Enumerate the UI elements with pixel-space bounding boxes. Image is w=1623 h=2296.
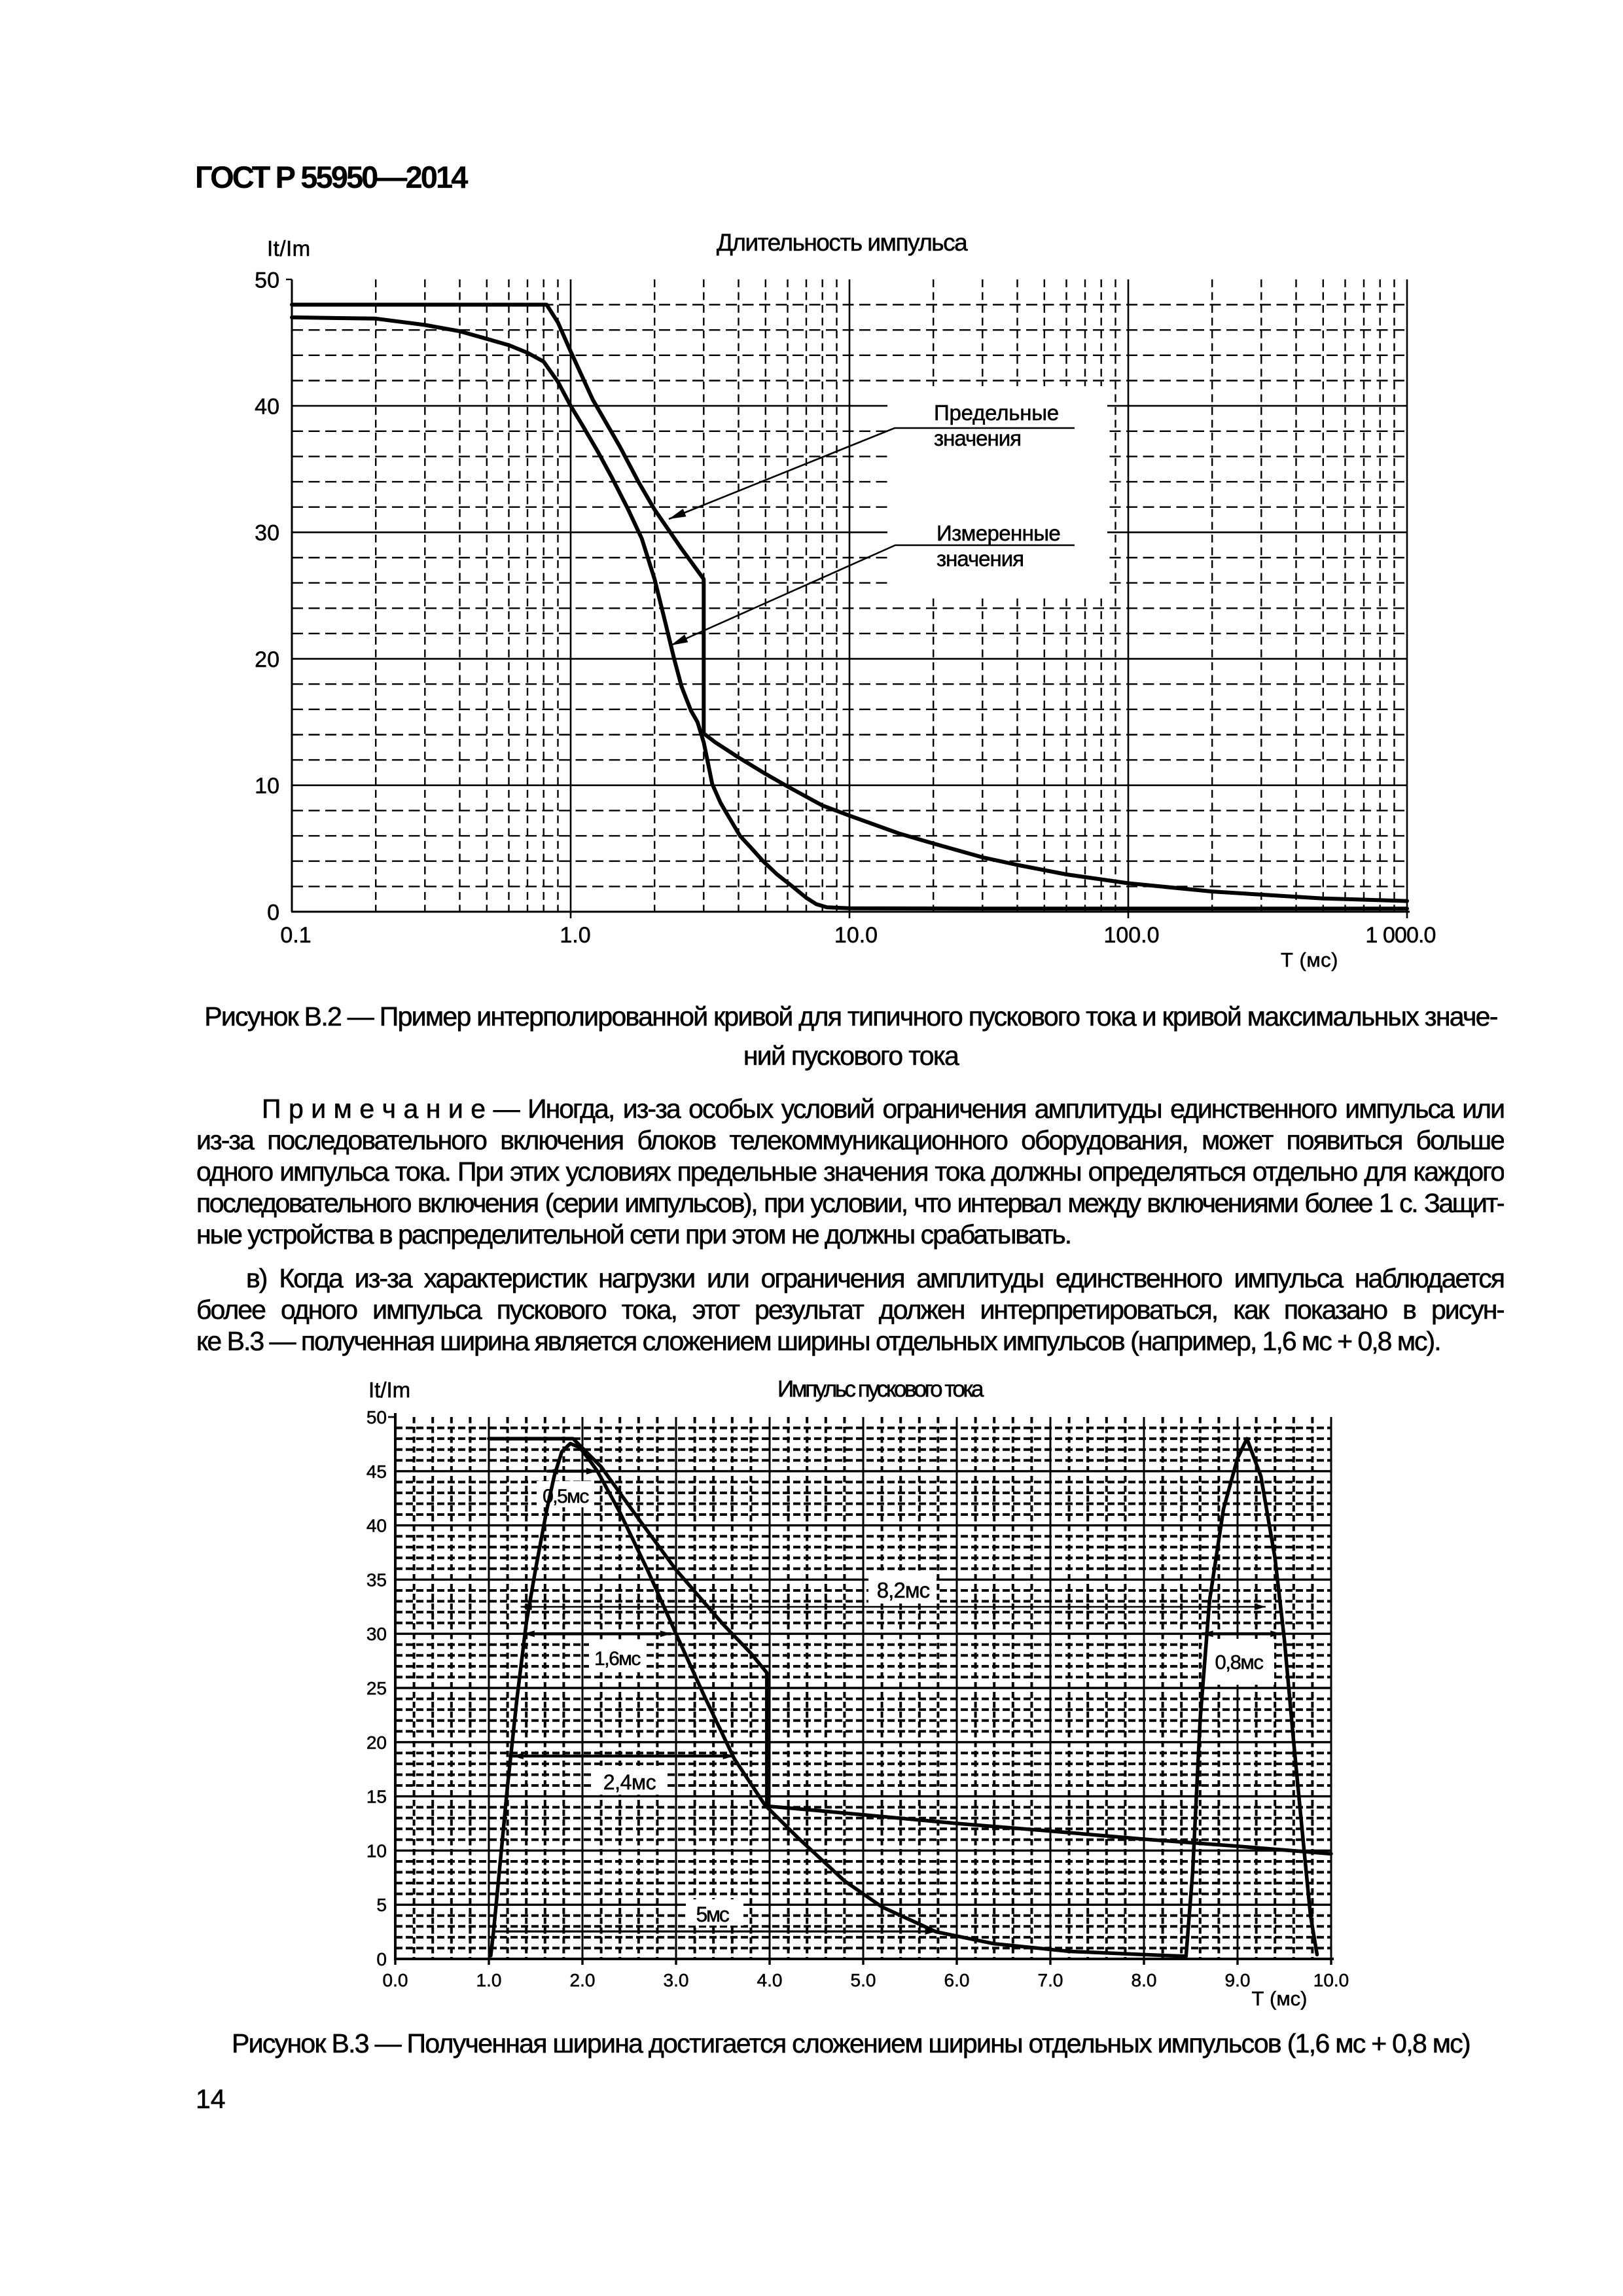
- svg-text:50: 50: [366, 1407, 387, 1427]
- svg-text:1.0: 1.0: [560, 923, 590, 948]
- svg-text:20: 20: [255, 647, 279, 672]
- svg-text:значения: значения: [934, 426, 1021, 450]
- svg-text:10.0: 10.0: [1313, 1970, 1349, 1990]
- svg-text:15: 15: [366, 1787, 387, 1807]
- svg-text:8.0: 8.0: [1132, 1970, 1157, 1990]
- svg-text:значения: значения: [936, 547, 1024, 571]
- svg-text:25: 25: [366, 1678, 387, 1698]
- svg-text:40: 40: [255, 395, 279, 420]
- svg-text:3.0: 3.0: [664, 1970, 689, 1990]
- svg-text:45: 45: [366, 1462, 387, 1482]
- svg-text:8,2мс: 8,2мс: [877, 1578, 930, 1602]
- svg-text:35: 35: [366, 1570, 387, 1590]
- svg-text:0.1: 0.1: [280, 923, 311, 948]
- svg-text:It/Im: It/Im: [267, 236, 311, 260]
- svg-text:5мс: 5мс: [696, 1903, 730, 1926]
- svg-text:0,8мс: 0,8мс: [1215, 1651, 1264, 1674]
- svg-text:0: 0: [376, 1949, 387, 1969]
- svg-text:0: 0: [267, 900, 279, 925]
- svg-text:10: 10: [366, 1840, 387, 1861]
- svg-text:30: 30: [255, 521, 279, 546]
- svg-text:50: 50: [255, 268, 279, 293]
- svg-text:4.0: 4.0: [757, 1970, 783, 1990]
- svg-text:Длительность импульса: Длительность импульса: [717, 229, 968, 256]
- svg-text:Импульс пускового тока: Импульс пускового тока: [777, 1376, 984, 1402]
- svg-text:10: 10: [255, 774, 279, 798]
- svg-text:30: 30: [366, 1624, 387, 1644]
- svg-text:9.0: 9.0: [1225, 1970, 1251, 1990]
- svg-text:Измеренные: Измеренные: [936, 521, 1060, 545]
- svg-text:6.0: 6.0: [944, 1970, 970, 1990]
- svg-text:Т (мс): Т (мс): [1251, 1987, 1307, 2010]
- svg-text:5.0: 5.0: [851, 1970, 876, 1990]
- svg-text:100.0: 100.0: [1103, 923, 1159, 948]
- svg-text:1,6мс: 1,6мс: [594, 1648, 641, 1670]
- svg-text:5: 5: [376, 1895, 387, 1915]
- svg-text:Т (мс): Т (мс): [1281, 948, 1338, 971]
- svg-text:0,5мс: 0,5мс: [543, 1486, 589, 1507]
- svg-text:1 000.0: 1 000.0: [1365, 923, 1435, 948]
- svg-text:Предельные: Предельные: [934, 401, 1059, 425]
- svg-text:20: 20: [366, 1732, 387, 1753]
- svg-text:10.0: 10.0: [834, 923, 878, 948]
- svg-text:0.0: 0.0: [383, 1970, 408, 1990]
- svg-text:1.0: 1.0: [476, 1970, 502, 1990]
- svg-text:40: 40: [366, 1516, 387, 1536]
- svg-text:2.0: 2.0: [570, 1970, 596, 1990]
- svg-text:7.0: 7.0: [1038, 1970, 1063, 1990]
- svg-text:2,4мс: 2,4мс: [603, 1770, 656, 1794]
- svg-text:It/Im: It/Im: [368, 1378, 410, 1402]
